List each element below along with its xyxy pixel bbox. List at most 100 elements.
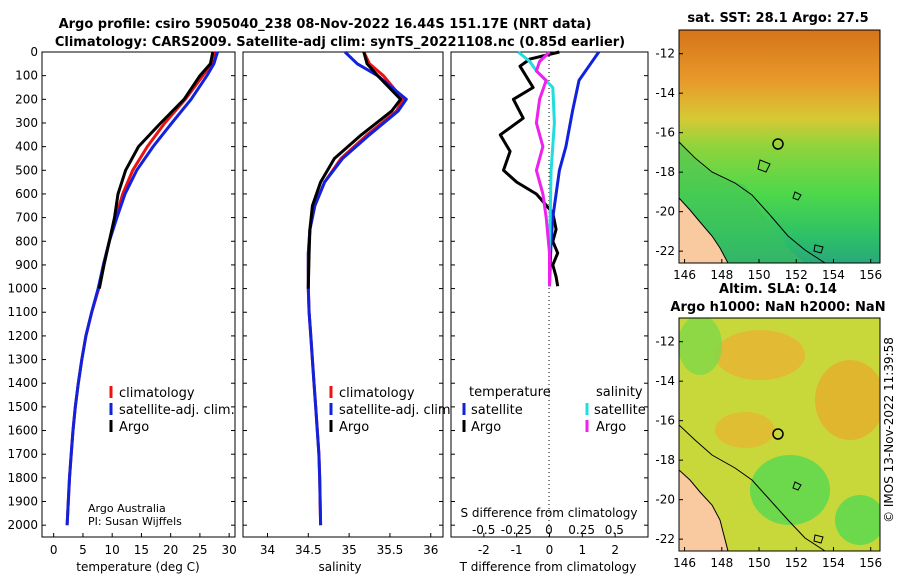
y-tick-label: 1200 <box>7 329 38 343</box>
difference-panel: -2 -1 0 1 2 T difference from climatology S … <box>450 50 649 574</box>
legend-s-satellite: satellite <box>594 403 646 418</box>
salinity-xlabel: salinity <box>318 560 361 574</box>
lat-tick-label: -22 <box>655 244 675 258</box>
sla-low-2 <box>750 455 830 525</box>
y-tick-label: 2000 <box>7 518 38 532</box>
sst-argo-marker <box>772 138 784 150</box>
s-tick-label: 0.25 <box>568 523 595 537</box>
sla-low-1 <box>679 318 722 375</box>
y-tick-label: 400 <box>15 140 38 154</box>
sla-land <box>679 469 729 551</box>
x-tick-label: 10 <box>105 543 120 557</box>
s-difference-xlabel: S difference from climatology <box>461 506 638 520</box>
temperature-axes <box>41 51 236 538</box>
lon-tick-label: 148 <box>710 268 733 282</box>
imos-timestamp: © IMOS 13-Nov-2022 11:39:58 <box>882 337 896 523</box>
salinity-panel: 34 34.5 35 35.5 36 salinity climatology sate… <box>242 50 455 574</box>
x-tick-label: 1 <box>579 543 587 557</box>
salinity-axes <box>242 51 444 538</box>
sla-map-lat-ticks: -12 -14 -16 -18 -20 -22 <box>655 335 683 546</box>
x-tick-label: 30 <box>222 543 237 557</box>
series-argo <box>97 51 215 289</box>
credit-line2: PI: Susan Wijffels <box>88 515 182 528</box>
difference-depth-ticks <box>451 51 648 526</box>
difference-legend: temperature satellite Argo salinity sate… <box>462 385 646 435</box>
lon-tick-label: 156 <box>859 556 882 570</box>
salinity-series <box>306 50 408 526</box>
sst-land <box>679 197 729 263</box>
y-tick-label: 800 <box>15 234 38 248</box>
lon-tick-label: 156 <box>859 268 882 282</box>
lat-tick-label: -22 <box>655 532 675 546</box>
difference-series <box>498 50 601 287</box>
lat-tick-label: -12 <box>655 47 675 61</box>
sla-shelf-contour <box>679 424 826 551</box>
y-tick-label: 300 <box>15 116 38 130</box>
sla-reefs <box>792 481 824 544</box>
lon-tick-label: 150 <box>748 268 771 282</box>
lon-tick-label: 154 <box>822 556 845 570</box>
y-tick-label: 500 <box>15 163 38 177</box>
sst-reefs <box>757 159 824 254</box>
y-tick-label: 1900 <box>7 495 38 509</box>
lat-tick-label: -14 <box>655 374 675 388</box>
legend-salinity-title: salinity <box>596 385 643 400</box>
salinity-x-axis: 34 34.5 35 35.5 36 <box>260 533 438 557</box>
salinity-legend: climatology satellite-adj. clim. Argo <box>329 386 455 435</box>
t-difference-xlabel: T difference from climatology <box>459 560 637 574</box>
legend-t-satellite: satellite <box>471 403 523 418</box>
x-tick-label: -1 <box>511 543 523 557</box>
lon-tick-label: 146 <box>673 556 696 570</box>
y-tick-label: 600 <box>15 187 38 201</box>
lat-tick-label: -20 <box>655 493 675 507</box>
temperature-legend: climatology satellite-adj. clim. Argo <box>109 386 235 435</box>
x-tick-label: 20 <box>163 543 178 557</box>
sla-high-3 <box>715 412 775 448</box>
lat-tick-label: -20 <box>655 205 675 219</box>
y-tick-label: 900 <box>15 258 38 272</box>
s-tick-label: -0.25 <box>501 523 532 537</box>
x-tick-label: -2 <box>478 543 490 557</box>
legend-temperature-title: temperature <box>469 385 551 400</box>
temperature-panel: 0100200300400500600700800900100011001200… <box>7 45 236 574</box>
sla-argo-marker <box>772 428 784 440</box>
figure-title-line1: Argo profile: csiro 5905040_238 08-Nov-2… <box>59 17 592 32</box>
sst-map-panel: sat. SST: 28.1 Argo: 27.5 146 148 150 152 15… <box>655 11 882 282</box>
series-argo <box>306 51 403 289</box>
sla-high-1 <box>715 330 805 380</box>
lat-tick-label: -16 <box>655 126 675 140</box>
salinity-depth-ticks <box>243 51 443 526</box>
sla-low-3 <box>835 495 880 545</box>
y-tick-label: 1600 <box>7 424 38 438</box>
lon-tick-label: 150 <box>748 556 771 570</box>
legend-satellite-adj: satellite-adj. clim. <box>119 403 235 418</box>
sla-map-title-line1: Altim. SLA: 0.14 <box>719 282 837 297</box>
difference-x-axis: -2 -1 0 1 2 <box>478 533 619 557</box>
sla-map-panel: Altim. SLA: 0.14 Argo h1000: NaN h2000: … <box>655 282 885 570</box>
y-tick-label: 1800 <box>7 471 38 485</box>
temperature-xlabel: temperature (deg C) <box>76 560 199 574</box>
x-tick-label: 35.5 <box>377 543 404 557</box>
y-tick-label: 1400 <box>7 376 38 390</box>
lon-tick-label: 152 <box>785 556 808 570</box>
lon-tick-label: 148 <box>710 556 733 570</box>
x-tick-label: 34 <box>260 543 275 557</box>
x-tick-label: 36 <box>423 543 438 557</box>
y-tick-label: 700 <box>15 211 38 225</box>
x-tick-label: 15 <box>134 543 149 557</box>
lat-tick-label: -18 <box>655 165 675 179</box>
depth-axis: 0 100 200 300 400 500 600 700 800 900 1000 1100 1200… <box>7 45 235 532</box>
s-difference-ticks: -0.5 -0.25 0 0.25 0.5 <box>472 523 624 537</box>
y-tick-label: 1000 <box>7 282 38 296</box>
lat-tick-label: -12 <box>655 335 675 349</box>
sst-shelf <box>679 140 805 263</box>
legend-argo: Argo <box>119 420 149 435</box>
lat-tick-label: -18 <box>655 453 675 467</box>
series-t-argo <box>498 50 560 287</box>
sla-map-title-line2: Argo h1000: NaN h2000: NaN <box>670 300 885 315</box>
sst-map-title: sat. SST: 28.1 Argo: 27.5 <box>687 11 868 26</box>
legend-satellite-adj: satellite-adj. clim. <box>339 403 455 418</box>
sst-map-frame <box>678 29 881 264</box>
s-tick-label: 0.5 <box>605 523 624 537</box>
